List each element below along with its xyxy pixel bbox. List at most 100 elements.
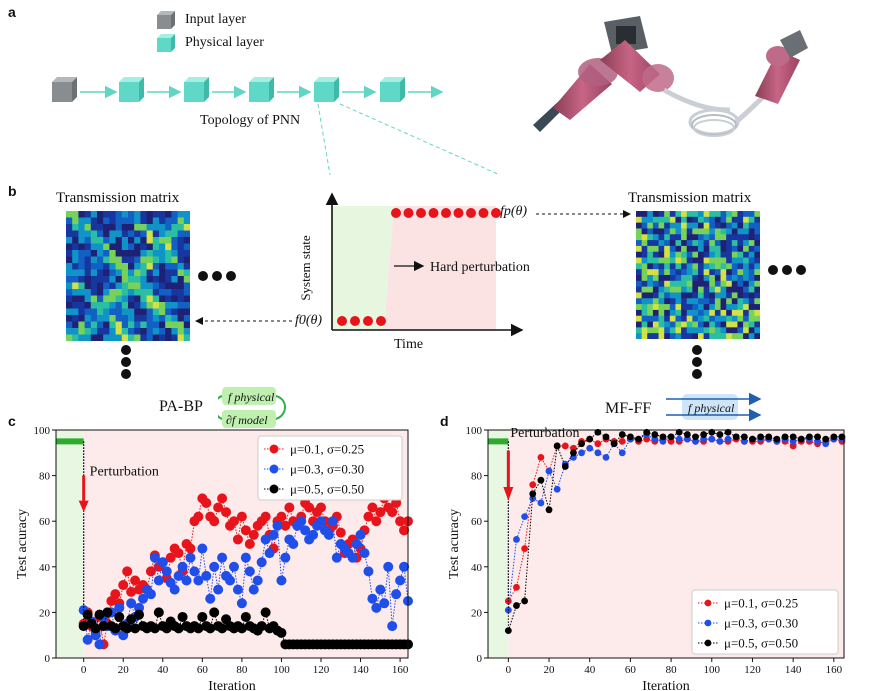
- data-point: [610, 440, 618, 448]
- matrix-cell: [754, 333, 760, 339]
- matrix-cell: [72, 328, 79, 335]
- x-axis-label: Iteration: [642, 679, 689, 691]
- matrix-cell: [748, 333, 755, 339]
- series-line-1: [83, 441, 409, 647]
- matrix-cell: [103, 217, 110, 225]
- data-point: [395, 575, 406, 586]
- matrix-cell: [140, 211, 148, 218]
- matrix-cell: [97, 217, 104, 225]
- matrix-cell: [675, 251, 682, 259]
- matrix-cell: [664, 240, 671, 247]
- hard-perturbation-label: Hard perturbation: [430, 260, 530, 275]
- matrix-cell: [183, 230, 190, 238]
- matrix-cell: [84, 289, 92, 296]
- panel-c-letter: c: [8, 413, 16, 429]
- matrix-cell: [754, 216, 760, 224]
- matrix-cell: [152, 334, 160, 341]
- state-point-after: [453, 208, 464, 218]
- matrix-cell: [636, 228, 643, 235]
- data-point: [260, 607, 271, 618]
- matrix-cell: [159, 315, 166, 322]
- matrix-cell: [134, 263, 141, 270]
- matrix-cell: [140, 243, 148, 251]
- matrix-cell: [664, 257, 671, 264]
- matrix-cell: [165, 211, 172, 218]
- matrix-cell: [743, 263, 750, 270]
- pre-perturbation-region: [488, 430, 509, 658]
- matrix-cell: [159, 302, 166, 309]
- data-point: [197, 543, 208, 554]
- matrix-cell: [737, 327, 744, 334]
- matrix-cell: [743, 269, 750, 276]
- data-point: [248, 584, 259, 595]
- matrix-cell: [748, 309, 755, 317]
- matrix-cell: [675, 327, 682, 334]
- matrix-cell: [664, 321, 671, 328]
- matrix-cell: [703, 315, 710, 323]
- y-tick-label: 80: [39, 471, 51, 483]
- matrix-cell: [128, 315, 135, 322]
- matrix-cell: [669, 263, 676, 270]
- system-state-label: System state: [298, 235, 313, 301]
- matrix-cell: [641, 292, 648, 299]
- matrix-cell: [109, 250, 117, 257]
- data-point: [280, 552, 291, 563]
- data-point: [221, 507, 232, 518]
- matrix-cell: [675, 304, 682, 311]
- matrix-cell: [720, 228, 727, 235]
- matrix-cell: [658, 298, 665, 305]
- panel-d-letter: d: [440, 413, 449, 429]
- matrix-cell: [128, 256, 135, 264]
- matrix-cell: [159, 217, 166, 225]
- matrix-cell: [641, 315, 648, 323]
- matrix-cell: [703, 216, 710, 224]
- data-point: [331, 552, 342, 563]
- x-tick-label: 80: [666, 664, 678, 676]
- matrix-cell: [66, 315, 73, 322]
- matrix-cell: [78, 256, 86, 264]
- matrix-cell: [66, 302, 73, 309]
- data-point: [217, 552, 228, 563]
- matrix-cell: [152, 315, 160, 322]
- matrix-cell: [664, 234, 671, 241]
- x-tick-label: 140: [785, 664, 802, 676]
- dashed-connectors: [195, 210, 631, 325]
- matrix-cell: [97, 250, 104, 257]
- matrix-cell: [140, 289, 148, 296]
- data-point: [114, 611, 125, 622]
- matrix-cell: [636, 333, 643, 339]
- matrix-cell: [641, 216, 648, 224]
- data-point: [659, 433, 667, 441]
- matrix-cell: [165, 302, 172, 309]
- pabp-loop-diagram: f physical ∂f model: [218, 387, 286, 428]
- perturbation-label: Perturbation: [510, 426, 579, 441]
- data-point: [513, 536, 520, 543]
- matrix-cell: [109, 217, 117, 225]
- matrix-cell: [720, 333, 727, 339]
- matrix-cell: [647, 304, 654, 311]
- matrix-cell: [748, 327, 755, 334]
- matrix-cell: [754, 211, 760, 218]
- matrix-cell: [720, 216, 727, 224]
- pre-perturbation-region: [56, 430, 84, 658]
- matrix-cell: [641, 228, 648, 235]
- matrix-cell: [177, 217, 185, 225]
- matrix-cell: [714, 333, 722, 339]
- data-point: [126, 586, 137, 597]
- data-point: [537, 476, 545, 484]
- matrix-cell: [66, 256, 73, 264]
- data-point: [618, 431, 626, 438]
- matrix-cell: [171, 230, 179, 238]
- matrix-cell: [152, 250, 160, 257]
- matrix-cell: [72, 250, 79, 257]
- data-point: [355, 529, 366, 540]
- data-point: [78, 621, 89, 632]
- matrix-cell: [72, 211, 79, 218]
- matrix-cell: [109, 256, 117, 264]
- matrix-cell: [652, 298, 660, 305]
- matrix-cell: [652, 240, 660, 247]
- matrix-cell: [647, 269, 654, 276]
- matrix-cell: [658, 315, 665, 323]
- matrix-cell: [652, 211, 660, 218]
- data-point: [256, 557, 267, 568]
